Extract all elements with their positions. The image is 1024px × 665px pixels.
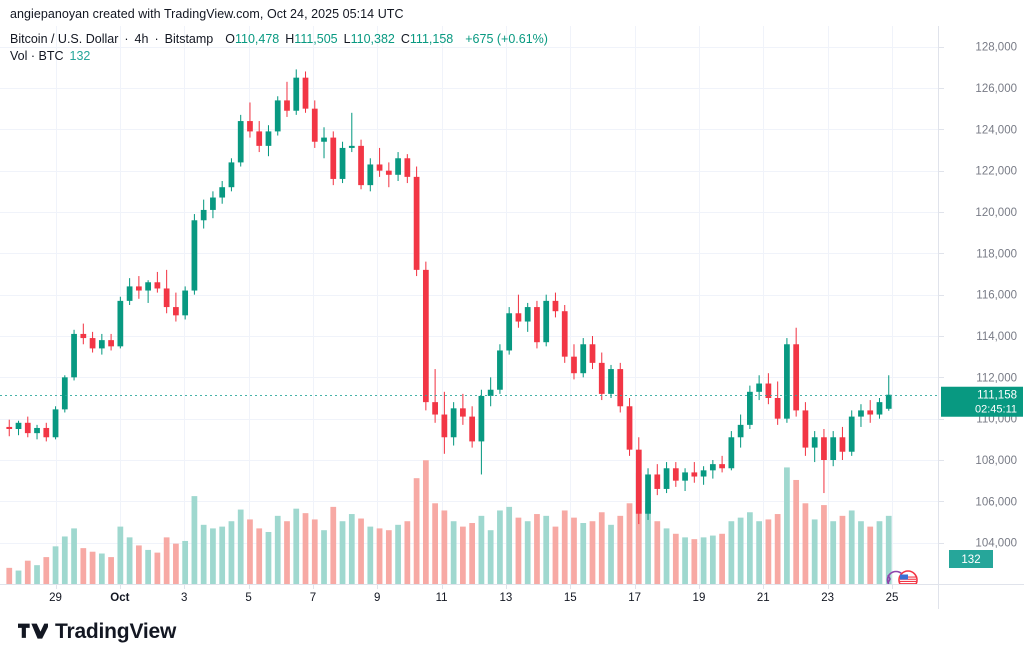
time-axis-tick: 5 — [245, 592, 251, 604]
price-axis-tick: 108,000 — [975, 455, 1017, 467]
time-axis[interactable]: 29 Oct 3 5 7 9 11 13 15 17 19 21 23 25 — [0, 584, 938, 609]
price-axis-tick: 128,000 — [975, 42, 1017, 54]
chart-plot-area[interactable] — [0, 26, 938, 584]
price-axis-tick: 120,000 — [975, 207, 1017, 219]
attribution-text: angiepanoyan created with TradingView.co… — [10, 7, 404, 21]
tradingview-footer-logo[interactable]: TradingView — [18, 620, 176, 644]
time-axis-tick: 21 — [757, 592, 770, 604]
time-axis-tick: 25 — [886, 592, 899, 604]
price-axis-tick: 118,000 — [976, 248, 1017, 260]
price-axis-tick: 122,000 — [975, 166, 1017, 178]
time-axis-svg: 29 Oct 3 5 7 9 11 13 15 17 19 21 23 25 — [49, 585, 899, 604]
candlestick-svg — [0, 26, 938, 584]
time-axis-tick: 11 — [436, 592, 448, 604]
current-price-value: 111,158 — [977, 390, 1017, 402]
time-axis-tick: 19 — [693, 592, 706, 604]
price-axis[interactable]: 128,000 126,000 124,000 122,000 120,000 118,0… — [938, 26, 1024, 584]
price-axis-tick: 116,000 — [976, 290, 1017, 302]
tradingview-mark-icon — [18, 623, 48, 639]
time-axis-tick: 7 — [310, 592, 316, 604]
time-axis-tick: Oct — [110, 592, 129, 604]
price-axis-tick: 126,000 — [975, 83, 1017, 95]
volume-value-badge[interactable]: 132 — [949, 550, 993, 568]
flag-sticker-icon — [886, 570, 918, 584]
current-price-badge[interactable]: 111,158 02:45:11 — [941, 386, 1023, 417]
time-axis-tick: 15 — [564, 592, 577, 604]
time-axis-tick: 3 — [181, 592, 187, 604]
axis-corner — [938, 584, 1024, 609]
time-axis-tick: 13 — [500, 592, 513, 604]
price-axis-tick: 104,000 — [975, 538, 1017, 550]
price-axis-tick: 124,000 — [975, 124, 1017, 136]
price-axis-tick: 112,000 — [976, 372, 1017, 384]
time-axis-tick: 29 — [49, 592, 62, 604]
price-axis-svg: 128,000 126,000 124,000 122,000 120,000 118,0… — [939, 42, 1023, 568]
time-axis-tick: 23 — [821, 592, 834, 604]
time-axis-tick: 17 — [628, 592, 641, 604]
volume-value-text: 132 — [961, 554, 980, 566]
chart-frame: 128,000 126,000 124,000 122,000 120,000 118,0… — [0, 26, 1024, 609]
bar-countdown: 02:45:11 — [975, 404, 1017, 416]
tradingview-wordmark: TradingView — [55, 620, 177, 643]
price-axis-tick: 114,000 — [976, 331, 1017, 343]
price-axis-tick: 106,000 — [975, 496, 1017, 508]
time-axis-tick: 9 — [374, 592, 380, 604]
